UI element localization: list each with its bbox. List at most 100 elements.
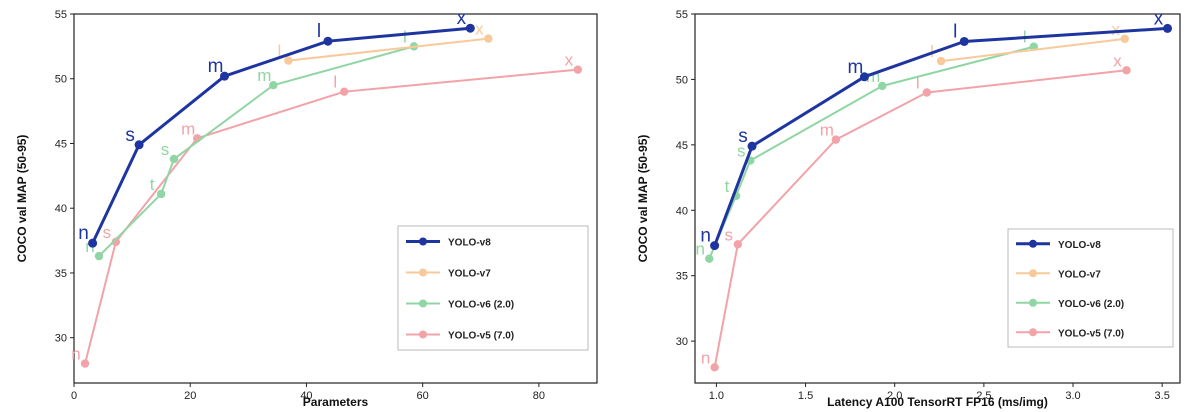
chart-2: 1.0 1.5 2.0 2.5 3.0 3.5 30 35 40 45 50 55 Latency A1… — [636, 8, 1181, 409]
point-label: n — [701, 348, 710, 367]
point-label: x — [1111, 20, 1120, 39]
x-tick-label: 2.0 — [887, 390, 902, 402]
legend-swatch-marker — [419, 268, 427, 277]
data-point — [156, 189, 166, 199]
legend-box — [1007, 228, 1174, 348]
x-tick-label: 20 — [184, 390, 196, 402]
legend-swatch-marker — [419, 237, 427, 246]
point-label: n — [696, 240, 705, 259]
legend-entry: YOLO-v7 — [406, 268, 491, 280]
data-point — [747, 141, 757, 151]
x-tick-label: 40 — [300, 390, 312, 402]
y-tick-label: 55 — [676, 9, 688, 21]
data-point — [1163, 23, 1173, 33]
point-label: n — [78, 223, 89, 244]
y-tick-label: 45 — [55, 138, 67, 150]
point-label: m — [820, 121, 834, 140]
legend: YOLO-v8 YOLO-v7 YOLO-v6 (2.0) YOLO-v5 (7.0) — [1007, 228, 1174, 348]
point-label: m — [181, 119, 195, 138]
legend-label: YOLO-v8 — [448, 238, 491, 249]
point-label: x — [1113, 51, 1122, 70]
data-point — [220, 71, 230, 81]
point-label: x — [565, 51, 574, 70]
y-axis-label: COCO val MAP (50-95) — [15, 135, 29, 263]
x-tick-label: 3.0 — [1065, 390, 1080, 402]
point-label: m — [257, 66, 271, 85]
point-label: x — [475, 20, 484, 39]
legend: YOLO-v8 YOLO-v7 YOLO-v6 (2.0) YOLO-v5 (7.0) — [397, 225, 589, 351]
legend-swatch-marker — [1029, 328, 1037, 337]
y-tick-label: 40 — [676, 205, 688, 217]
data-point — [831, 135, 841, 144]
legend-box — [397, 225, 589, 351]
data-point — [936, 56, 946, 66]
data-point — [465, 23, 475, 33]
legend-label: YOLO-v7 — [1058, 269, 1101, 280]
y-tick-label: 35 — [676, 271, 688, 283]
series-yolo-v5-7-0: n s m l x — [701, 51, 1131, 372]
data-point — [922, 88, 932, 97]
point-label: s — [737, 142, 746, 161]
point-label: t — [150, 175, 155, 194]
y-tick-label: 45 — [676, 140, 688, 152]
data-point — [710, 363, 719, 372]
legend-label: YOLO-v8 — [1058, 240, 1101, 251]
point-label: m — [208, 56, 224, 77]
legend-swatch-marker — [1029, 269, 1037, 278]
legend-entry: YOLO-v5 (7.0) — [406, 330, 514, 342]
legend-swatch-marker — [419, 330, 427, 339]
point-label: n — [71, 345, 80, 364]
plot-frame — [694, 13, 1181, 384]
point-label: l — [278, 42, 282, 61]
y-tick-label: 35 — [55, 268, 67, 280]
y-tick-label: 55 — [55, 9, 67, 21]
point-label: s — [738, 126, 748, 147]
legend-entry: YOLO-v8 — [406, 237, 491, 249]
legend-entry: YOLO-v7 — [1016, 269, 1101, 280]
x-tick-label: 1.0 — [709, 390, 724, 402]
data-point — [88, 238, 98, 248]
point-label: l — [333, 73, 337, 92]
y-tick-label: 40 — [55, 203, 67, 215]
data-point — [733, 240, 742, 249]
data-point — [1120, 34, 1129, 44]
legend-entry: YOLO-v6 (2.0) — [406, 299, 514, 311]
series-yolo-v5-7-0: n s m l x — [71, 51, 583, 368]
data-point — [80, 359, 90, 368]
data-point — [484, 34, 493, 43]
legend-label: YOLO-v6 (2.0) — [1058, 299, 1124, 310]
legend-swatch-marker — [1029, 239, 1037, 248]
data-point — [111, 237, 121, 247]
x-tick-label: 60 — [417, 390, 429, 402]
point-label: s — [125, 125, 135, 146]
point-label: l — [403, 27, 407, 46]
point-label: x — [457, 8, 467, 29]
point-label: m — [847, 57, 863, 78]
x-tick-label: 3.5 — [1155, 390, 1170, 402]
legend-entry: YOLO-v5 (7.0) — [1016, 328, 1124, 339]
legend-entry: YOLO-v8 — [1016, 239, 1101, 251]
data-point — [169, 154, 179, 164]
point-label: l — [317, 21, 321, 42]
data-point — [705, 254, 714, 263]
y-tick-label: 30 — [676, 336, 688, 348]
x-axis-label: Parameters — [303, 395, 369, 409]
x-tick-label: 2.5 — [976, 390, 991, 402]
chart-1: 0 20 40 60 80 30 35 40 45 50 55 Parameters COCO val … — [15, 8, 598, 409]
data-point — [284, 56, 293, 65]
data-point — [323, 36, 333, 46]
data-point — [573, 65, 583, 74]
x-tick-label: 80 — [533, 390, 545, 402]
legend-label: YOLO-v6 (2.0) — [448, 300, 514, 311]
point-label: s — [725, 225, 734, 244]
series-line — [940, 37, 1125, 63]
series-yolo-v7: lx — [278, 20, 493, 65]
legend-label: YOLO-v7 — [448, 269, 491, 280]
legend-label: YOLO-v5 (7.0) — [448, 331, 514, 342]
y-axis-label: COCO val MAP (50-95) — [636, 135, 650, 263]
legend-swatch-marker — [1029, 298, 1037, 307]
x-tick-label: 1.5 — [798, 390, 813, 402]
point-label: l — [916, 74, 920, 93]
data-point — [134, 140, 144, 150]
